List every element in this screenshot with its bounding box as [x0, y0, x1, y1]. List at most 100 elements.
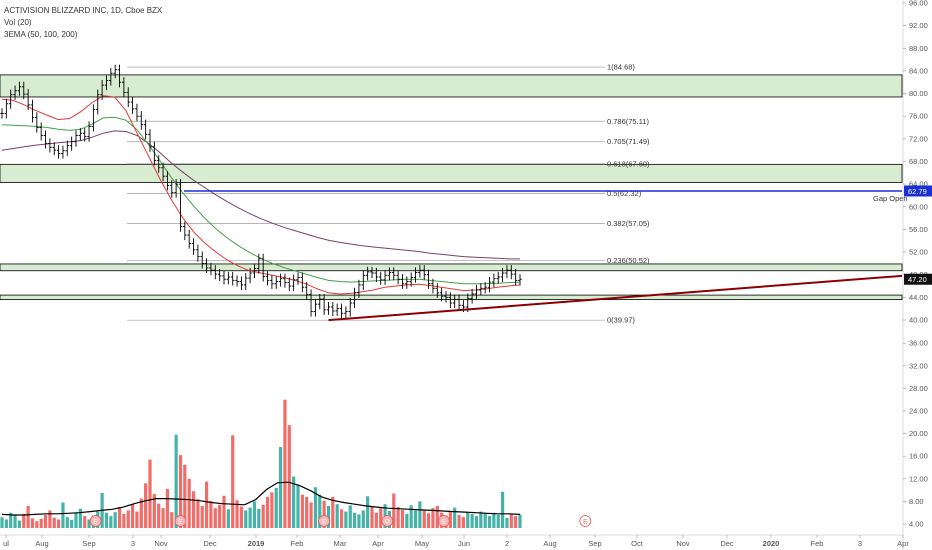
price-axis-label: 88.00 [909, 44, 928, 53]
fib-label-3: 0.618(67.60) [607, 159, 650, 168]
volume-bar [283, 399, 287, 528]
volume-bar [65, 517, 69, 528]
volume-bar [74, 513, 78, 528]
time-axis-label: May [415, 539, 429, 548]
price-axis-label: 40.00 [909, 316, 928, 325]
zone-1 [0, 163, 903, 183]
time-axis-label: Mar [334, 539, 347, 548]
volume-bar [52, 517, 56, 528]
volume-bar [135, 511, 139, 528]
price-axis-label: 28.00 [909, 384, 928, 393]
price-axis-label: 92.00 [909, 21, 928, 30]
volume-bar [509, 513, 513, 528]
volume-ma-line [1, 481, 521, 516]
volume-bar [109, 516, 113, 528]
volume-bar [56, 519, 61, 528]
volume-bar [339, 509, 344, 528]
earnings-marker-label: E [322, 519, 327, 526]
volume-bar [130, 504, 135, 528]
volume-bar [287, 425, 291, 528]
volume-bar [183, 464, 187, 528]
volume-bar [113, 512, 117, 528]
price-axis-label: 56.00 [909, 225, 928, 234]
fib-label-2: 0.705(71.49) [607, 137, 650, 146]
volume-bar [278, 447, 283, 528]
volume-bar [231, 435, 235, 528]
volume-bar [35, 521, 39, 528]
volume-bar [22, 513, 26, 528]
volume-bar [248, 507, 252, 528]
time-axis-label: Apr [897, 539, 909, 548]
volume-bar [413, 510, 418, 528]
volume-bar [426, 513, 431, 528]
volume-bar [496, 514, 500, 528]
volume-bar [274, 487, 278, 528]
volume-bar [261, 504, 265, 528]
volume-bar [126, 510, 130, 528]
volume-bar [226, 509, 230, 528]
price-axis-label: 4.00 [909, 520, 924, 529]
ema200-line [1, 130, 520, 260]
volume-bar [83, 516, 87, 528]
support-resistance-zones [0, 74, 903, 301]
price-axis-label: 76.00 [909, 112, 928, 121]
volume-bar [104, 512, 109, 528]
volume-bar [78, 508, 82, 528]
price-axis-label: 96.00 [909, 0, 928, 8]
volume-bar [87, 519, 91, 528]
volume-bar [335, 504, 339, 528]
price-axis-label: 36.00 [909, 339, 928, 348]
time-axis-label: Feb [291, 539, 304, 548]
fib-label-5: 0.382(57.05) [607, 219, 650, 228]
time-axis-label: Nov [676, 539, 690, 548]
volume-bar [305, 496, 309, 528]
volume-bar [392, 493, 396, 528]
price-axis-label: 52.00 [909, 248, 928, 257]
last-price-badge-text: 47.20 [908, 275, 927, 284]
time-axis-label: Aug [35, 539, 48, 548]
volume-bar [139, 498, 143, 528]
time-axis-label: Nov [154, 539, 168, 548]
volume-bar [39, 518, 43, 528]
zone-2 [0, 263, 903, 272]
volume-bar [9, 512, 13, 528]
earnings-marker-label: E [93, 519, 98, 526]
price-axis-label: 16.00 [909, 452, 928, 461]
volume-bar [331, 496, 335, 528]
earnings-marker-label: E [583, 519, 588, 526]
trendline [328, 274, 903, 322]
volume-bar [326, 505, 331, 528]
price-axis-label: 72.00 [909, 134, 928, 143]
volume-bar [70, 520, 74, 528]
volume-bar [0, 517, 4, 528]
price-axis-label: 68.00 [909, 157, 928, 166]
volume-bar [348, 505, 352, 528]
time-axis-label: Apr [372, 539, 384, 548]
price-axis-label: 60.00 [909, 202, 928, 211]
volume-bar [48, 510, 52, 528]
volume-bar [296, 484, 300, 528]
price-axis-label: 24.00 [909, 407, 928, 416]
volume-bar [322, 500, 326, 528]
volume-bar [4, 519, 8, 528]
price-axis-label: 84.00 [909, 66, 928, 75]
volume-bar [466, 512, 470, 528]
candlesticks [0, 64, 522, 319]
volume-bar [505, 517, 509, 528]
volume-bar [457, 514, 461, 528]
time-axis-label: 2 [505, 539, 509, 548]
volume-bar [122, 513, 126, 528]
time-axis-label: Aug [543, 539, 556, 548]
volume-bar [318, 494, 322, 528]
volume-bar [244, 510, 248, 528]
fib-label-6: 0.236(50.52) [607, 256, 650, 265]
volume-bar [144, 483, 148, 528]
time-axis-label: 3 [858, 539, 862, 548]
fib-label-0: 1(84.68) [607, 63, 635, 72]
volume-bar [366, 496, 370, 528]
earnings-marker-circle [318, 515, 331, 527]
volume-bar [196, 499, 200, 528]
volume-bar [270, 492, 274, 528]
